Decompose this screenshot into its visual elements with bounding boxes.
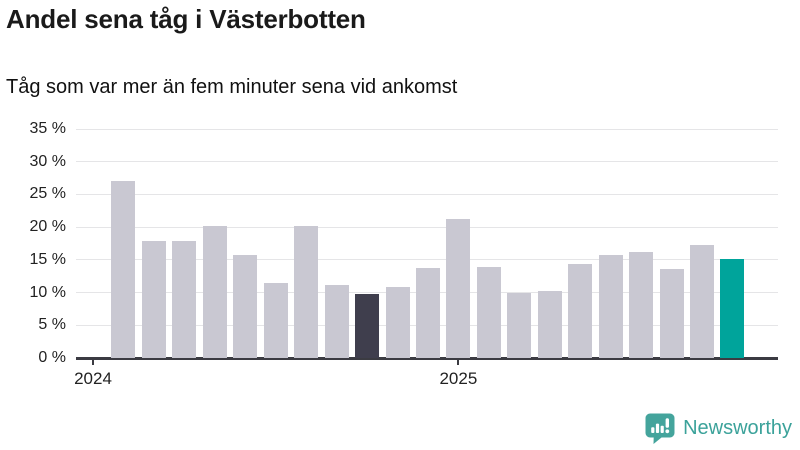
gridline <box>76 161 778 163</box>
bar <box>507 292 532 358</box>
gridline <box>76 128 778 130</box>
y-axis-label: 10 % <box>29 283 66 301</box>
x-axis-baseline <box>76 357 778 360</box>
gridline <box>76 193 778 195</box>
bar <box>172 240 197 358</box>
page-subtitle: Tåg som var mer än fem minuter sena vid … <box>6 76 458 98</box>
bar <box>141 240 166 358</box>
plot-area: 2024 2025 <box>74 128 778 388</box>
bar <box>202 225 227 358</box>
bar-highlight-latest <box>720 258 745 358</box>
bar <box>537 291 562 358</box>
x-axis-tick <box>457 358 460 365</box>
bar <box>324 284 349 358</box>
bar <box>690 245 714 358</box>
bar <box>385 286 410 358</box>
bar <box>476 267 501 358</box>
y-axis-label: 25 % <box>29 185 66 203</box>
bar <box>629 252 654 358</box>
x-axis-label: 2024 <box>74 369 112 388</box>
x-axis-label: 2025 <box>439 369 478 388</box>
y-axis-label: 35 % <box>29 120 66 137</box>
gridline <box>76 259 778 261</box>
bar <box>598 255 623 358</box>
page-title: Andel sena tåg i Västerbotten <box>6 4 366 34</box>
bar-highlight-dark <box>355 293 380 358</box>
y-axis-label: 15 % <box>29 250 66 268</box>
x-axis-tick <box>92 358 94 365</box>
bar <box>446 219 471 358</box>
bar <box>415 267 440 358</box>
newsworthy-logo-icon <box>645 413 675 444</box>
y-axis-label: 5 % <box>38 316 66 334</box>
bar <box>111 181 136 358</box>
bar <box>659 269 684 358</box>
gridline <box>76 226 778 228</box>
bar <box>294 225 319 358</box>
bar <box>568 264 593 358</box>
bar <box>263 282 288 358</box>
y-axis-label: 30 % <box>29 152 66 170</box>
brand-link[interactable]: Newsworthy <box>645 413 792 444</box>
bar <box>233 254 258 358</box>
y-axis-label: 20 % <box>29 218 66 236</box>
y-axis-label: 0 % <box>38 349 66 366</box>
brand-label: Newsworthy <box>683 417 792 439</box>
